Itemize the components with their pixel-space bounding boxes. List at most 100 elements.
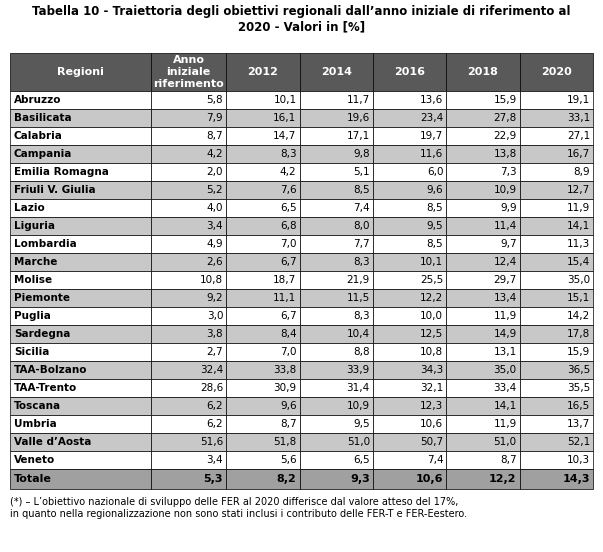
Text: Puglia: Puglia — [14, 311, 51, 321]
Text: 8,5: 8,5 — [427, 239, 443, 249]
Text: 16,7: 16,7 — [567, 149, 590, 159]
Text: 18,7: 18,7 — [273, 275, 297, 285]
Text: 15,1: 15,1 — [567, 293, 590, 303]
Text: 8,3: 8,3 — [353, 257, 370, 267]
Text: 12,3: 12,3 — [420, 401, 443, 411]
Bar — [226, 415, 300, 433]
Text: 33,9: 33,9 — [347, 365, 370, 375]
Text: Lombardia: Lombardia — [14, 239, 77, 249]
Text: 33,1: 33,1 — [567, 113, 590, 123]
Text: 35,5: 35,5 — [567, 383, 590, 393]
Text: 10,8: 10,8 — [420, 347, 443, 357]
Text: Abruzzo: Abruzzo — [14, 95, 62, 105]
Bar — [151, 253, 226, 271]
Bar — [373, 145, 446, 163]
Bar — [373, 181, 446, 199]
Text: 3,8: 3,8 — [207, 329, 223, 339]
Bar — [520, 145, 593, 163]
Bar — [373, 415, 446, 433]
Text: 11,1: 11,1 — [273, 293, 297, 303]
Text: 8,3: 8,3 — [280, 149, 297, 159]
Text: 6,5: 6,5 — [353, 455, 370, 465]
Text: Valle d’Aosta: Valle d’Aosta — [14, 437, 92, 447]
Bar — [520, 307, 593, 325]
Bar — [520, 433, 593, 451]
Text: 15,9: 15,9 — [567, 347, 590, 357]
Text: 14,3: 14,3 — [563, 474, 590, 484]
Text: 14,7: 14,7 — [273, 131, 297, 141]
Bar — [300, 343, 373, 361]
Bar — [151, 469, 226, 489]
Bar — [10, 451, 151, 469]
Bar — [300, 127, 373, 145]
Bar — [151, 181, 226, 199]
Text: Friuli V. Giulia: Friuli V. Giulia — [14, 185, 96, 195]
Text: 7,0: 7,0 — [280, 347, 297, 357]
Bar — [226, 451, 300, 469]
Text: 2,6: 2,6 — [207, 257, 223, 267]
Text: 9,3: 9,3 — [350, 474, 370, 484]
Text: TAA-Trento: TAA-Trento — [14, 383, 77, 393]
Bar — [520, 397, 593, 415]
Text: (*) – L’obiettivo nazionale di sviluppo delle FER al 2020 differisce dal valore : (*) – L’obiettivo nazionale di sviluppo … — [10, 497, 467, 518]
Text: 8,8: 8,8 — [353, 347, 370, 357]
Bar — [520, 235, 593, 253]
Bar — [151, 325, 226, 343]
Text: 16,1: 16,1 — [273, 113, 297, 123]
Bar — [10, 361, 151, 379]
Bar — [151, 127, 226, 145]
Bar — [373, 379, 446, 397]
Bar — [300, 415, 373, 433]
Text: 11,3: 11,3 — [567, 239, 590, 249]
Text: 52,1: 52,1 — [567, 437, 590, 447]
Bar — [151, 361, 226, 379]
Bar — [373, 307, 446, 325]
Text: Anno
iniziale
riferimento: Anno iniziale riferimento — [153, 55, 224, 89]
Text: 2012: 2012 — [247, 67, 279, 77]
Bar — [520, 271, 593, 289]
Text: 33,4: 33,4 — [493, 383, 517, 393]
Bar — [300, 181, 373, 199]
Bar — [373, 397, 446, 415]
Text: 27,1: 27,1 — [567, 131, 590, 141]
Bar — [520, 325, 593, 343]
Bar — [151, 343, 226, 361]
Text: 22,9: 22,9 — [493, 131, 517, 141]
Bar — [151, 217, 226, 235]
Bar — [520, 451, 593, 469]
Bar — [151, 109, 226, 127]
Bar — [226, 181, 300, 199]
Bar — [151, 307, 226, 325]
Bar — [520, 181, 593, 199]
Bar — [10, 469, 151, 489]
Text: 13,7: 13,7 — [567, 419, 590, 429]
Text: Totale: Totale — [14, 474, 52, 484]
Text: TAA-Bolzano: TAA-Bolzano — [14, 365, 87, 375]
Text: Toscana: Toscana — [14, 401, 61, 411]
Bar — [151, 271, 226, 289]
Bar — [300, 433, 373, 451]
Text: 12,7: 12,7 — [567, 185, 590, 195]
Bar — [446, 343, 520, 361]
Text: 2016: 2016 — [394, 67, 425, 77]
Text: Emilia Romagna: Emilia Romagna — [14, 167, 109, 177]
Bar — [226, 307, 300, 325]
Text: 6,2: 6,2 — [207, 401, 223, 411]
Text: 12,4: 12,4 — [493, 257, 517, 267]
Text: 7,4: 7,4 — [427, 455, 443, 465]
Text: 19,6: 19,6 — [347, 113, 370, 123]
Bar — [446, 91, 520, 109]
Bar — [300, 451, 373, 469]
Bar — [520, 469, 593, 489]
Bar — [446, 145, 520, 163]
Bar — [226, 271, 300, 289]
Bar — [151, 53, 226, 91]
Text: 8,9: 8,9 — [573, 167, 590, 177]
Bar — [10, 307, 151, 325]
Bar — [373, 433, 446, 451]
Bar — [226, 109, 300, 127]
Bar — [10, 91, 151, 109]
Bar — [373, 289, 446, 307]
Bar — [10, 145, 151, 163]
Text: 6,5: 6,5 — [280, 203, 297, 213]
